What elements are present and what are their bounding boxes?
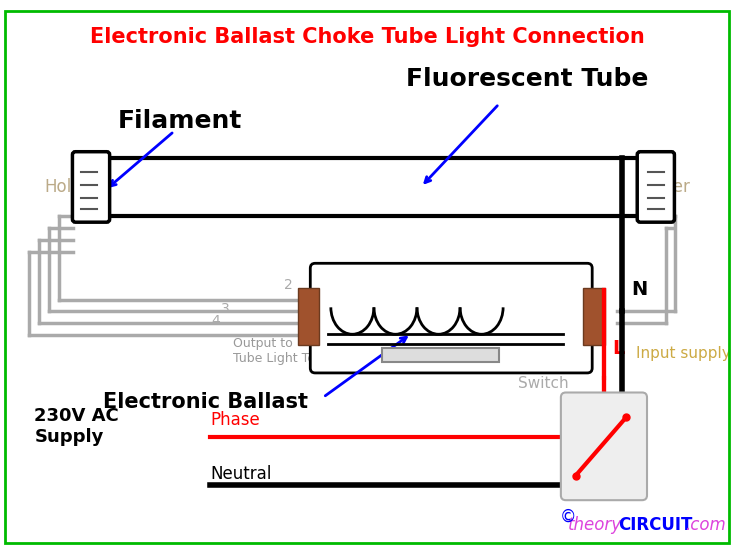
Text: Neutral: Neutral xyxy=(211,465,272,483)
Text: .com: .com xyxy=(686,516,726,534)
FancyBboxPatch shape xyxy=(310,263,592,373)
Text: Output to
Tube Light Terminals: Output to Tube Light Terminals xyxy=(233,337,361,365)
FancyBboxPatch shape xyxy=(73,152,110,222)
Text: 230V AC
Supply: 230V AC Supply xyxy=(34,407,119,446)
Text: 3: 3 xyxy=(220,302,230,316)
Text: L: L xyxy=(612,339,624,358)
Bar xyxy=(584,288,605,345)
Text: Phase: Phase xyxy=(211,411,260,429)
Text: Input supply: Input supply xyxy=(636,346,731,361)
Text: 4: 4 xyxy=(211,314,220,328)
Text: Electronic Ballast Choke Tube Light Connection: Electronic Ballast Choke Tube Light Conn… xyxy=(90,27,644,48)
Text: theory: theory xyxy=(568,516,622,534)
Text: Filament: Filament xyxy=(118,109,242,134)
Bar xyxy=(382,348,500,362)
Text: 2: 2 xyxy=(284,278,293,292)
Text: Switch: Switch xyxy=(518,376,568,391)
Text: CIRCUIT: CIRCUIT xyxy=(618,516,692,534)
FancyBboxPatch shape xyxy=(561,392,647,500)
Text: Electronic Ballast: Electronic Ballast xyxy=(103,392,308,412)
Text: ©: © xyxy=(560,508,577,526)
Bar xyxy=(103,157,644,216)
Text: Fluorescent Tube: Fluorescent Tube xyxy=(406,67,649,91)
Text: Holder: Holder xyxy=(635,178,690,196)
Text: Holder: Holder xyxy=(44,178,99,196)
Text: N: N xyxy=(632,280,647,299)
Bar xyxy=(298,288,319,345)
FancyBboxPatch shape xyxy=(638,152,674,222)
Text: 1: 1 xyxy=(299,288,308,301)
